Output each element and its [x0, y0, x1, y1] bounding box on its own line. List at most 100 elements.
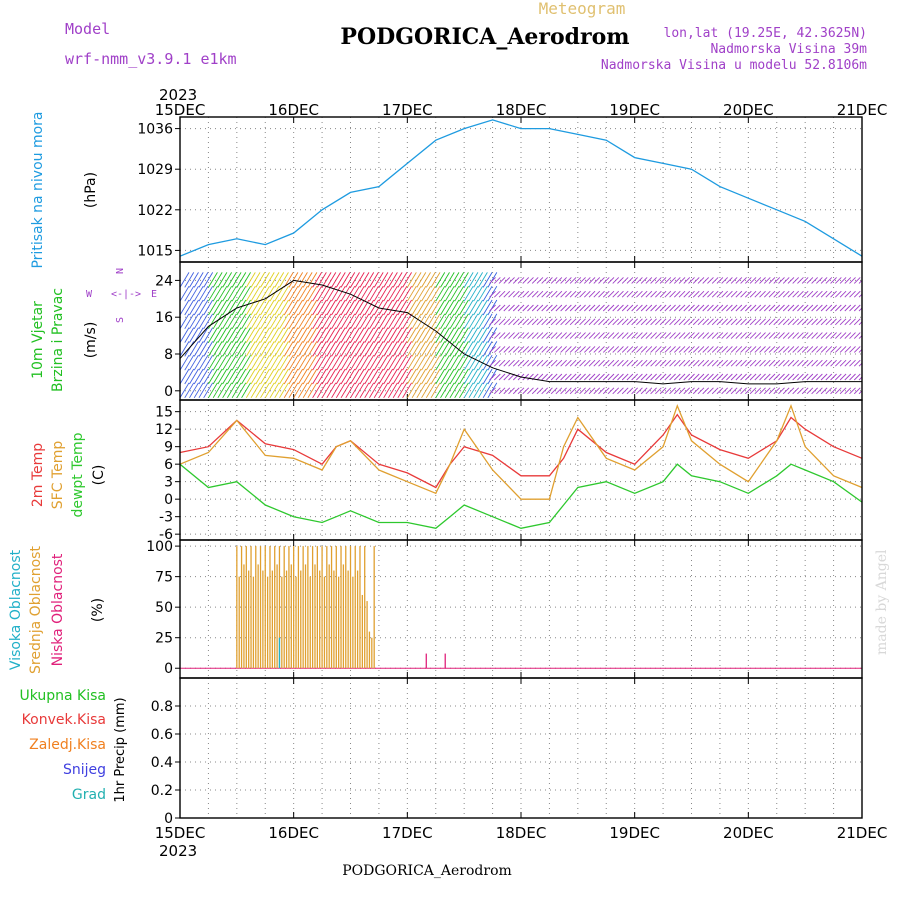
wind-vector	[650, 290, 657, 298]
wind-vector	[425, 354, 436, 371]
wind-vector	[659, 318, 667, 326]
wind-vector	[678, 387, 686, 395]
wind-vector	[849, 277, 856, 284]
wind-vector	[692, 332, 700, 339]
wind-vector	[260, 299, 270, 316]
footer-station: PODGORICA_Aerodrom	[342, 863, 512, 879]
cloud-ylabel-mid: Srednja Oblacnost	[28, 546, 44, 674]
wind-vector	[749, 290, 757, 298]
wind-vector	[350, 285, 360, 302]
wind-vector	[430, 272, 441, 288]
wind-vector	[425, 272, 436, 288]
wind-vector	[745, 304, 752, 312]
wind-vector	[531, 332, 539, 339]
wind-vector	[536, 304, 544, 312]
wind-vector	[444, 299, 455, 316]
wind-vector	[555, 359, 563, 367]
wind-vector	[797, 387, 804, 395]
wind-vector	[560, 373, 567, 381]
wind-vector	[378, 327, 389, 343]
wind-vector	[250, 313, 261, 330]
wind-vector	[359, 368, 370, 385]
wind-vector	[345, 354, 356, 371]
wind-vector	[184, 354, 195, 371]
wind-vector	[673, 318, 681, 326]
wind-vector	[288, 368, 299, 385]
wind-vector	[345, 382, 356, 399]
wind-vector	[208, 327, 218, 343]
wind-vector	[598, 318, 605, 326]
wind-vector	[849, 373, 856, 381]
wind-vector	[830, 359, 837, 367]
wind-vector	[279, 341, 289, 357]
wind-vector	[316, 285, 327, 302]
wind-vector	[245, 368, 256, 385]
wind-vector	[598, 359, 605, 367]
wind-vector	[617, 387, 624, 395]
wind-vector	[463, 285, 474, 302]
wind-vector	[787, 332, 795, 339]
wind-vector	[721, 387, 728, 395]
wind-vector	[569, 277, 577, 284]
wind-vector	[636, 387, 643, 395]
wind-vector	[735, 290, 743, 298]
wind-vector	[569, 290, 577, 298]
wind-vector	[612, 346, 620, 353]
wind-vector	[435, 285, 446, 302]
wind-vector	[487, 313, 498, 330]
wind-vector	[489, 277, 496, 284]
wind-vector	[487, 382, 498, 399]
wind-vector	[508, 332, 515, 339]
wind-vector	[574, 304, 582, 312]
wind-vector	[255, 272, 266, 288]
wind-vector	[688, 359, 695, 367]
wind-vector	[198, 313, 209, 330]
wind-vector	[231, 368, 242, 385]
wind-vector	[293, 285, 304, 302]
y-tick-label: 75	[155, 570, 173, 586]
wind-vector	[459, 382, 469, 399]
wind-vector	[726, 346, 733, 353]
wind-vector	[726, 373, 733, 381]
wind-vector	[354, 272, 365, 288]
wind-vector	[203, 354, 214, 371]
wind-vector	[359, 327, 370, 343]
wind-vector	[222, 313, 233, 330]
wind-vector	[454, 382, 465, 399]
wind-vector	[378, 382, 389, 399]
wind-vector	[768, 290, 776, 298]
wind-vector	[527, 359, 534, 367]
wind-vector	[820, 387, 828, 395]
wind-vector	[255, 299, 266, 316]
wind-vector	[560, 359, 567, 367]
wind-vector	[726, 332, 733, 339]
wind-vector	[392, 272, 403, 288]
wind-vector	[326, 327, 337, 343]
wind-vector	[392, 368, 403, 385]
wind-vector	[350, 299, 360, 316]
wind-vector	[489, 332, 496, 339]
wind-compass: N W <-|-> E S	[86, 268, 157, 323]
wind-vector	[617, 318, 624, 326]
wind-vector	[482, 368, 493, 385]
wind-vector	[279, 299, 289, 316]
wind-vector	[650, 346, 657, 353]
wind-vector	[659, 332, 667, 339]
wind-vector	[212, 354, 223, 371]
wind-vector	[279, 368, 289, 385]
wind-vector	[345, 341, 356, 357]
wind-vector	[858, 321, 862, 326]
wind-vector	[569, 359, 577, 367]
wind-vector	[792, 332, 800, 339]
wind-vector	[659, 387, 667, 395]
wind-vector	[307, 341, 318, 357]
wind-vector	[369, 327, 379, 343]
wind-vector	[331, 285, 341, 302]
wind-vector	[512, 318, 520, 326]
wind-vector	[555, 387, 563, 395]
wind-vector	[583, 318, 591, 326]
wind-vector	[565, 332, 572, 339]
watermark: made by Angel	[874, 549, 890, 655]
wind-vector	[208, 272, 218, 288]
wind-vector	[640, 373, 648, 381]
